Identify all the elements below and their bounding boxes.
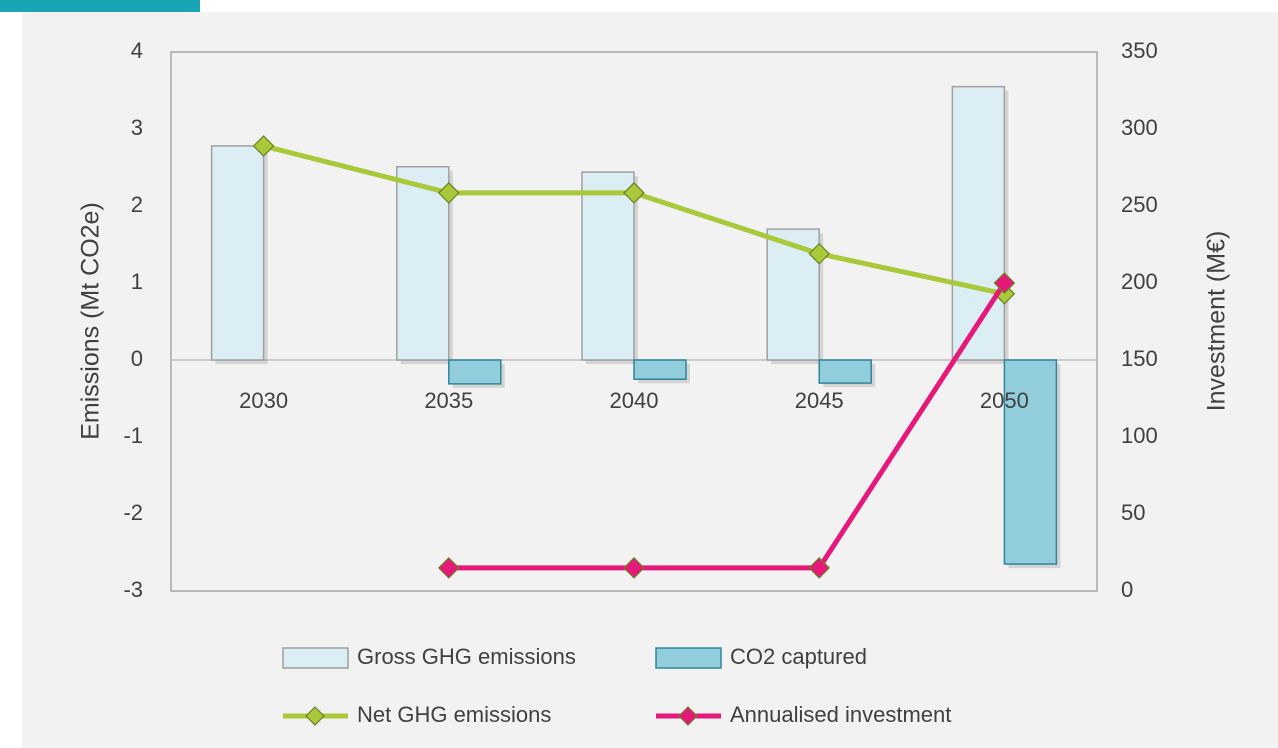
- bar: [448, 359, 502, 385]
- y-tick-label: -3: [123, 577, 143, 602]
- legend-label: Net GHG emissions: [357, 702, 551, 727]
- x-tick-label: 2030: [239, 388, 288, 413]
- y-tick-label: 2: [131, 192, 143, 217]
- line: [448, 281, 1007, 571]
- x-tick-label: 2050: [980, 388, 1029, 413]
- y2-tick-label: 200: [1121, 269, 1158, 294]
- legend-marker: [305, 706, 325, 726]
- y2-tick-label: 300: [1121, 115, 1158, 140]
- legend-label: Annualised investment: [730, 702, 951, 727]
- y2-tick-label: 150: [1121, 346, 1158, 371]
- y2-tick-label: 100: [1121, 423, 1158, 448]
- legend-marker: [678, 706, 698, 726]
- legend-swatch: [282, 647, 349, 669]
- y-tick-label: 3: [131, 115, 143, 140]
- marker: [623, 182, 645, 204]
- y2-tick-label: 250: [1121, 192, 1158, 217]
- y2-tick-label: 0: [1121, 577, 1133, 602]
- bar: [396, 165, 450, 361]
- y-tick-label: -2: [123, 500, 143, 525]
- x-tick-label: 2040: [610, 388, 659, 413]
- y2-axis-title: Investment (M€): [1203, 231, 1231, 412]
- marker: [808, 242, 831, 265]
- y-tick-label: 4: [131, 38, 143, 63]
- legend-swatch: [655, 647, 722, 669]
- x-tick-label: 2045: [795, 388, 844, 413]
- marker: [437, 557, 460, 579]
- y-tick-label: 0: [131, 346, 143, 371]
- y2-tick-label: 350: [1121, 38, 1158, 63]
- marker: [623, 557, 645, 579]
- legend-label: Gross GHG emissions: [357, 644, 576, 669]
- bar: [818, 359, 872, 384]
- marker: [808, 557, 831, 579]
- marker: [993, 272, 1016, 294]
- bar: [1003, 359, 1058, 565]
- marker: [437, 182, 460, 204]
- legend-label: CO2 captured: [730, 644, 867, 669]
- header-tab: [0, 0, 200, 12]
- bar: [581, 171, 635, 361]
- bar: [633, 359, 687, 380]
- y2-tick-label: 50: [1121, 500, 1145, 525]
- plot-area: [170, 51, 1098, 592]
- bar: [951, 85, 1006, 361]
- y-tick-label: 1: [131, 269, 143, 294]
- y-axis-title: Emissions (Mt CO2e): [77, 202, 105, 440]
- bar: [210, 145, 265, 361]
- x-tick-label: 2035: [424, 388, 473, 413]
- marker: [252, 135, 275, 157]
- y-tick-label: -1: [123, 423, 143, 448]
